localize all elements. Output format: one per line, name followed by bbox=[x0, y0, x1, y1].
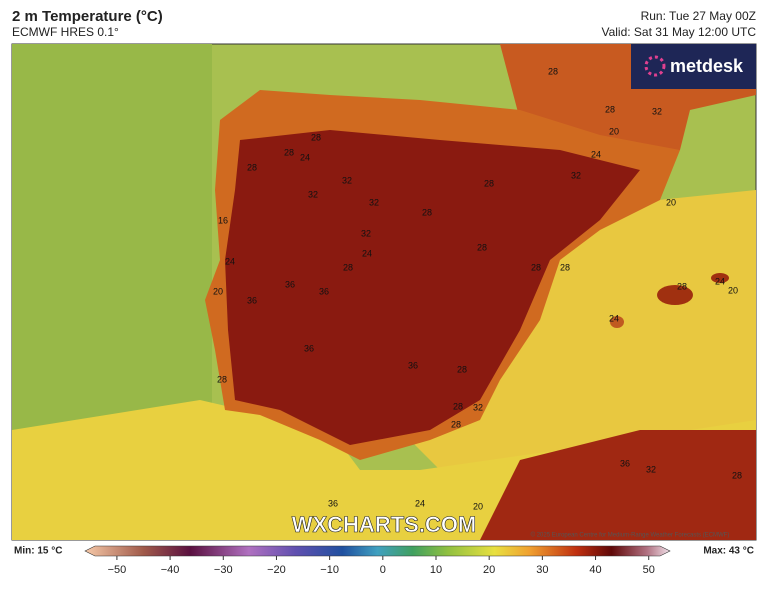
contour-label: 20 bbox=[473, 501, 483, 511]
contour-label: 28 bbox=[451, 419, 461, 429]
map bbox=[11, 43, 757, 541]
contour-label: 28 bbox=[477, 242, 487, 252]
mallorca bbox=[657, 285, 693, 305]
contour-label: 24 bbox=[362, 248, 372, 258]
colorbar-tick-label: 20 bbox=[483, 564, 495, 576]
contour-label: 16 bbox=[218, 215, 228, 225]
contour-label: 28 bbox=[677, 281, 687, 291]
contour-label: 36 bbox=[247, 295, 257, 305]
ibiza bbox=[610, 316, 624, 328]
contour-label: 32 bbox=[369, 197, 379, 207]
contour-label: 28 bbox=[484, 178, 494, 188]
brand-logo bbox=[644, 55, 666, 77]
contour-label: 24 bbox=[300, 152, 310, 162]
contour-label: 28 bbox=[453, 401, 463, 411]
run-time: Run: Tue 27 May 00Z bbox=[641, 9, 756, 23]
colorbar-tick-label: −20 bbox=[267, 564, 286, 576]
contour-label: 20 bbox=[609, 126, 619, 136]
contour-label: 28 bbox=[560, 262, 570, 272]
colorbar-tick-label: 10 bbox=[430, 564, 442, 576]
contour-label: 32 bbox=[473, 402, 483, 412]
contour-label: 28 bbox=[284, 147, 294, 157]
menorca bbox=[711, 273, 729, 283]
contour-label: 28 bbox=[217, 374, 227, 384]
colorbar-tick-label: 0 bbox=[380, 564, 386, 576]
contour-label: 24 bbox=[225, 256, 235, 266]
contour-label: 36 bbox=[319, 286, 329, 296]
colorbar-tick-label: −40 bbox=[161, 564, 180, 576]
contour-label: 36 bbox=[304, 343, 314, 353]
colorbar: −50 −40 −30 −20 −10 0 10 20 30 40 50 bbox=[84, 545, 671, 576]
credit: © 2025 European Centre for Medium-Range … bbox=[531, 532, 730, 539]
africa-hot bbox=[480, 430, 756, 540]
contour-label: 32 bbox=[646, 464, 656, 474]
colorbar-tick-label: −30 bbox=[214, 564, 233, 576]
contour-label: 28 bbox=[247, 162, 257, 172]
contour-label: 28 bbox=[531, 262, 541, 272]
contour-label: 28 bbox=[422, 207, 432, 217]
min-label: Min: 15 °C bbox=[14, 546, 62, 557]
colorbar-tick-label: 50 bbox=[643, 564, 655, 576]
contour-label: 20 bbox=[728, 285, 738, 295]
contour-label: 24 bbox=[415, 498, 425, 508]
contour-label: 36 bbox=[285, 279, 295, 289]
contour-label: 28 bbox=[548, 66, 558, 76]
contour-label: 28 bbox=[732, 470, 742, 480]
contour-label: 32 bbox=[308, 189, 318, 199]
brand: metdesk bbox=[670, 56, 744, 76]
contour-label: 24 bbox=[715, 276, 725, 286]
colorbar-tick-label: −10 bbox=[320, 564, 339, 576]
contour-label: 28 bbox=[457, 364, 467, 374]
iberia-hot bbox=[225, 130, 640, 445]
colorbar-tick-label: 30 bbox=[536, 564, 548, 576]
colorbar-tick-label: −50 bbox=[108, 564, 127, 576]
contour-label: 24 bbox=[591, 149, 601, 159]
contour-label: 28 bbox=[605, 104, 615, 114]
contour-label: 20 bbox=[666, 197, 676, 207]
model: ECMWF HRES 0.1° bbox=[12, 25, 119, 39]
contour-label: 36 bbox=[328, 498, 338, 508]
brand-box bbox=[631, 44, 756, 89]
contour-label: 32 bbox=[571, 170, 581, 180]
watermark: WXCHARTS.COM bbox=[292, 512, 477, 537]
title: 2 m Temperature (°C) bbox=[12, 8, 163, 25]
contour-label: 24 bbox=[609, 313, 619, 323]
contour-label: 36 bbox=[620, 458, 630, 468]
colorbar-bar bbox=[84, 545, 671, 557]
contour-label: 32 bbox=[361, 228, 371, 238]
contour-label: 28 bbox=[343, 262, 353, 272]
valid-time: Valid: Sat 31 May 12:00 UTC bbox=[601, 25, 756, 39]
contour-label: 28 bbox=[311, 132, 321, 142]
max-label: Max: 43 °C bbox=[703, 546, 754, 557]
contour-label: 32 bbox=[342, 175, 352, 185]
colorbar-tick-label: 40 bbox=[589, 564, 601, 576]
contour-label: 32 bbox=[652, 106, 662, 116]
contour-label: 20 bbox=[213, 286, 223, 296]
contour-label: 36 bbox=[408, 360, 418, 370]
